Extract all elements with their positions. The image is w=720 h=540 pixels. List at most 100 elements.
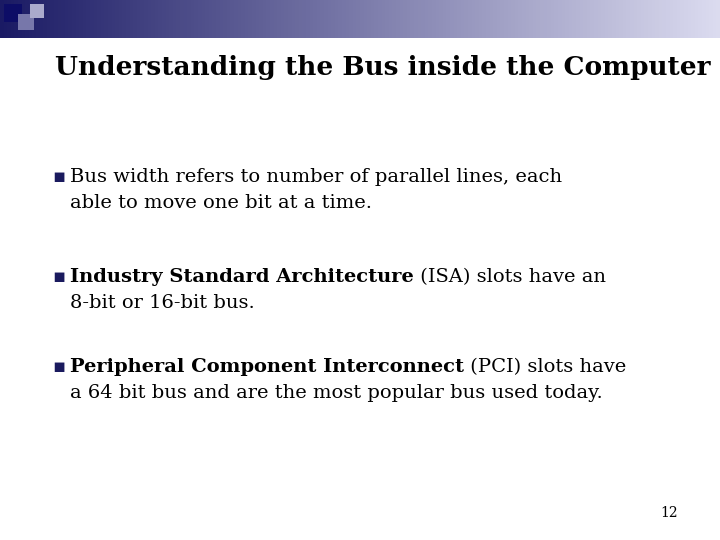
Bar: [50, 0, 55, 38]
Text: Bus width refers to number of parallel lines, each: Bus width refers to number of parallel l…: [70, 168, 562, 186]
Bar: [346, 0, 350, 38]
Bar: [169, 0, 174, 38]
Bar: [680, 0, 685, 38]
Bar: [414, 0, 418, 38]
Bar: [140, 0, 145, 38]
Bar: [191, 0, 195, 38]
Bar: [540, 0, 544, 38]
Bar: [342, 0, 346, 38]
Bar: [428, 0, 433, 38]
Text: Understanding the Bus inside the Computer: Understanding the Bus inside the Compute…: [55, 55, 711, 80]
Bar: [544, 0, 548, 38]
Bar: [144, 0, 148, 38]
Bar: [97, 0, 102, 38]
Bar: [158, 0, 163, 38]
Bar: [7, 0, 12, 38]
Bar: [281, 0, 285, 38]
Bar: [605, 0, 609, 38]
Bar: [320, 0, 325, 38]
Bar: [209, 0, 213, 38]
Bar: [468, 0, 472, 38]
Bar: [79, 0, 84, 38]
Text: (ISA) slots have an: (ISA) slots have an: [414, 268, 606, 286]
Bar: [670, 0, 674, 38]
Bar: [522, 0, 526, 38]
Bar: [515, 0, 519, 38]
Bar: [648, 0, 652, 38]
Bar: [497, 0, 501, 38]
Bar: [450, 0, 454, 38]
Bar: [562, 0, 566, 38]
Bar: [220, 0, 224, 38]
Bar: [299, 0, 303, 38]
Bar: [619, 0, 624, 38]
Bar: [259, 0, 264, 38]
Bar: [194, 0, 199, 38]
Bar: [688, 0, 692, 38]
Bar: [706, 0, 710, 38]
Bar: [436, 0, 440, 38]
Bar: [166, 0, 170, 38]
Bar: [547, 0, 552, 38]
Bar: [432, 0, 436, 38]
Bar: [0, 0, 4, 38]
Bar: [457, 0, 462, 38]
Bar: [655, 0, 660, 38]
Text: (PCI) slots have: (PCI) slots have: [464, 358, 626, 376]
Text: 8-bit or 16-bit bus.: 8-bit or 16-bit bus.: [70, 294, 255, 312]
Bar: [137, 0, 141, 38]
Bar: [11, 0, 15, 38]
Bar: [364, 0, 368, 38]
Bar: [306, 0, 310, 38]
Bar: [439, 0, 444, 38]
Bar: [446, 0, 451, 38]
Bar: [256, 0, 260, 38]
Bar: [421, 0, 426, 38]
Bar: [18, 0, 22, 38]
Text: Peripheral Component Interconnect: Peripheral Component Interconnect: [70, 358, 464, 376]
Bar: [374, 0, 379, 38]
Bar: [202, 0, 206, 38]
Bar: [407, 0, 411, 38]
Bar: [133, 0, 138, 38]
Text: ▪: ▪: [52, 358, 66, 376]
Bar: [4, 0, 8, 38]
Bar: [338, 0, 343, 38]
Bar: [598, 0, 602, 38]
Text: able to move one bit at a time.: able to move one bit at a time.: [70, 194, 372, 212]
Bar: [115, 0, 120, 38]
Bar: [155, 0, 159, 38]
Bar: [641, 0, 645, 38]
Bar: [29, 0, 33, 38]
Bar: [684, 0, 688, 38]
Bar: [479, 0, 483, 38]
Bar: [418, 0, 422, 38]
Bar: [709, 0, 714, 38]
Text: 12: 12: [660, 506, 678, 520]
Bar: [644, 0, 649, 38]
Bar: [472, 0, 476, 38]
Bar: [40, 0, 44, 38]
Bar: [47, 0, 51, 38]
Bar: [248, 0, 253, 38]
Bar: [367, 0, 372, 38]
Bar: [634, 0, 638, 38]
Bar: [205, 0, 210, 38]
Bar: [443, 0, 447, 38]
Bar: [36, 0, 40, 38]
Bar: [263, 0, 267, 38]
Bar: [284, 0, 289, 38]
Bar: [25, 0, 30, 38]
Bar: [572, 0, 577, 38]
Bar: [104, 0, 109, 38]
Bar: [223, 0, 228, 38]
Bar: [608, 0, 613, 38]
Bar: [227, 0, 231, 38]
Bar: [324, 0, 328, 38]
Bar: [500, 0, 505, 38]
Bar: [493, 0, 498, 38]
Bar: [482, 0, 487, 38]
Text: a 64 bit bus and are the most popular bus used today.: a 64 bit bus and are the most popular bu…: [70, 384, 603, 402]
Bar: [612, 0, 616, 38]
Bar: [511, 0, 516, 38]
